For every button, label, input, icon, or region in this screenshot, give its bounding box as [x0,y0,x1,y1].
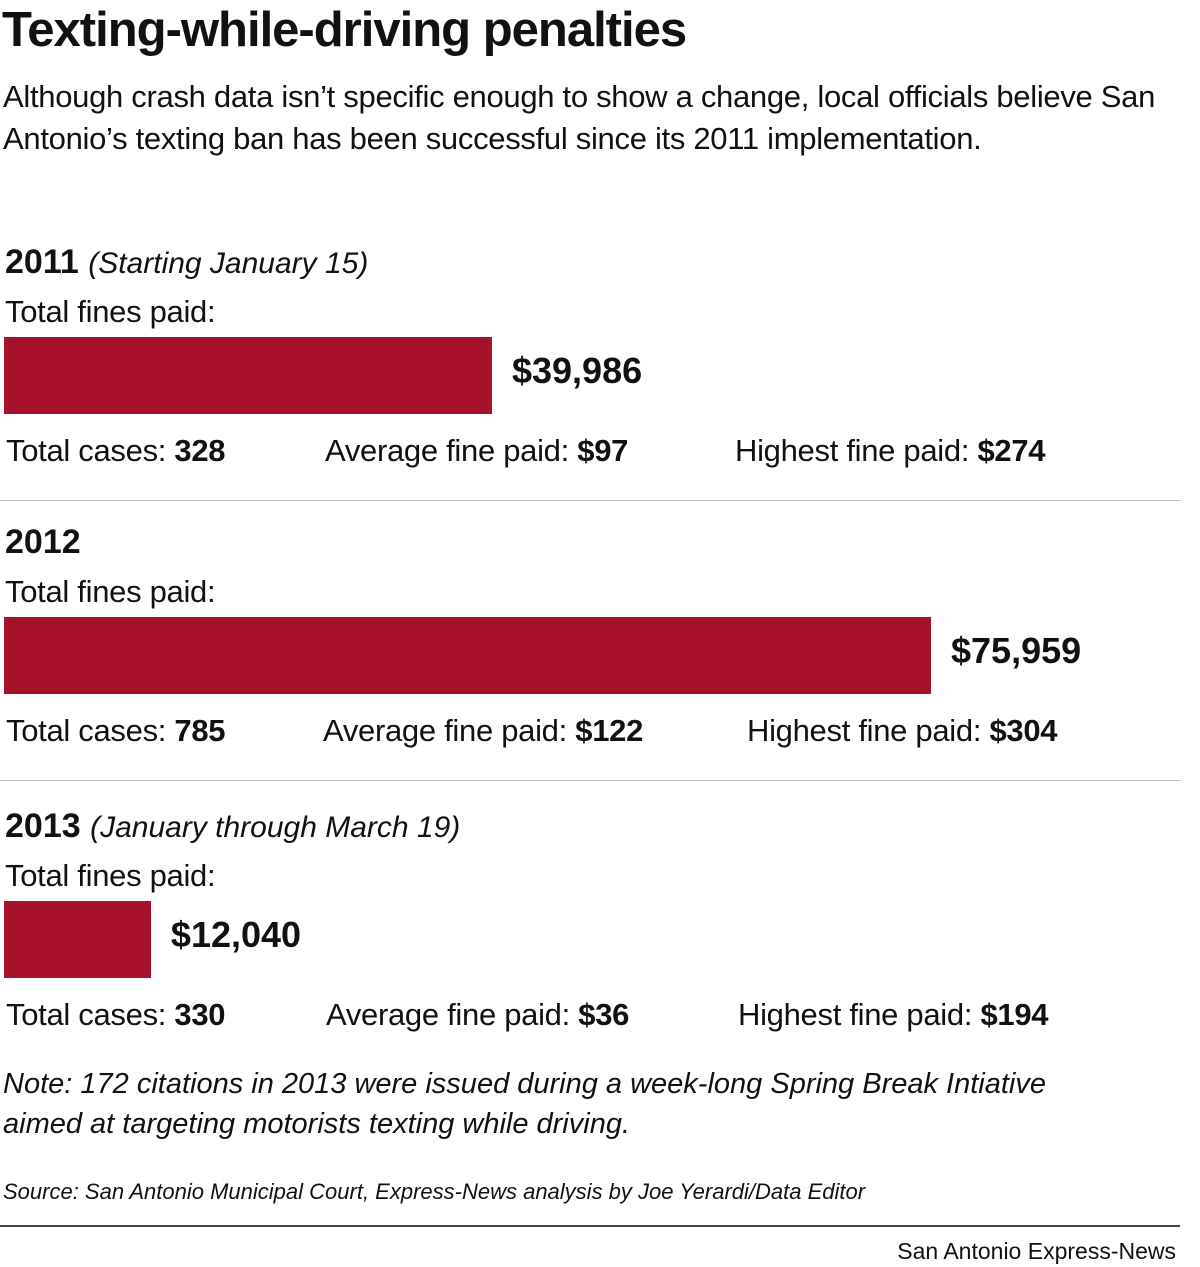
bar-2012 [4,617,931,694]
value-text: $12,040 [170,914,302,955]
avg-label: Average fine paid: [323,713,567,748]
credit: San Antonio Express-News [897,1238,1176,1264]
stat-highest: Highest fine paid: $274 [735,433,1046,469]
stat-average: Average fine paid: $97 [325,433,628,469]
stat-cases: Total cases: 785 [6,713,226,749]
cases-value: 328 [174,433,226,468]
high-label: Highest fine paid: [747,713,982,748]
bar-2011 [4,337,492,414]
year-heading: 2012 [5,523,81,562]
note: Note: 172 citations in 2013 were issued … [3,1064,1046,1144]
stat-average: Average fine paid: $36 [326,997,629,1033]
cases-label: Total cases: [6,997,167,1032]
source: Source: San Antonio Municipal Court, Exp… [3,1179,866,1204]
cases-value: 330 [174,997,226,1032]
chart-subtitle: Although crash data isn’t specific enoug… [3,79,1156,156]
section-divider [0,780,1180,781]
footer-divider [0,1225,1180,1227]
stat-cases: Total cases: 328 [6,433,226,469]
stat-cases: Total cases: 330 [6,997,226,1033]
year-label: 2013 [5,807,81,845]
note-line-2: aimed at targeting motorists texting whi… [3,1108,631,1140]
note-line-1: Note: 172 citations in 2013 were issued … [3,1068,1046,1100]
value-text: $75,959 [951,630,1082,671]
fines-label: Total fines paid: [5,294,216,330]
year-heading: 2013 (January through March 19) [5,807,460,846]
stat-average: Average fine paid: $122 [323,713,643,749]
avg-label: Average fine paid: [325,433,569,468]
cases-label: Total cases: [6,713,167,748]
avg-label: Average fine paid: [326,997,570,1032]
high-value: $304 [989,713,1058,748]
year-label: 2012 [5,523,81,561]
fines-label-text: Total fines paid: [5,294,216,329]
year-qualifier: (Starting January 15) [88,247,369,280]
fines-label-text: Total fines paid: [5,574,216,609]
section-divider [0,500,1180,501]
high-label: Highest fine paid: [735,433,970,468]
cases-value: 785 [174,713,226,748]
bar-2013 [4,901,151,978]
value-label: $75,959 [951,630,1081,672]
avg-value: $97 [577,433,629,468]
year-label: 2011 [5,243,79,281]
avg-value: $122 [575,713,644,748]
cases-label: Total cases: [6,433,167,468]
fines-label: Total fines paid: [5,858,216,894]
value-label: $39,986 [512,350,642,392]
high-value: $274 [977,433,1046,468]
stat-highest: Highest fine paid: $304 [747,713,1058,749]
avg-value: $36 [578,997,630,1032]
year-qualifier: (January through March 19) [90,811,461,844]
value-label: $12,040 [171,914,301,956]
high-value: $194 [980,997,1049,1032]
fines-label: Total fines paid: [5,574,216,610]
fines-label-text: Total fines paid: [5,858,216,893]
year-heading: 2011 (Starting January 15) [5,243,368,282]
stat-highest: Highest fine paid: $194 [738,997,1049,1033]
value-text: $39,986 [511,350,643,391]
high-label: Highest fine paid: [738,997,973,1032]
chart-title: Texting-while-driving penalties [2,3,687,57]
